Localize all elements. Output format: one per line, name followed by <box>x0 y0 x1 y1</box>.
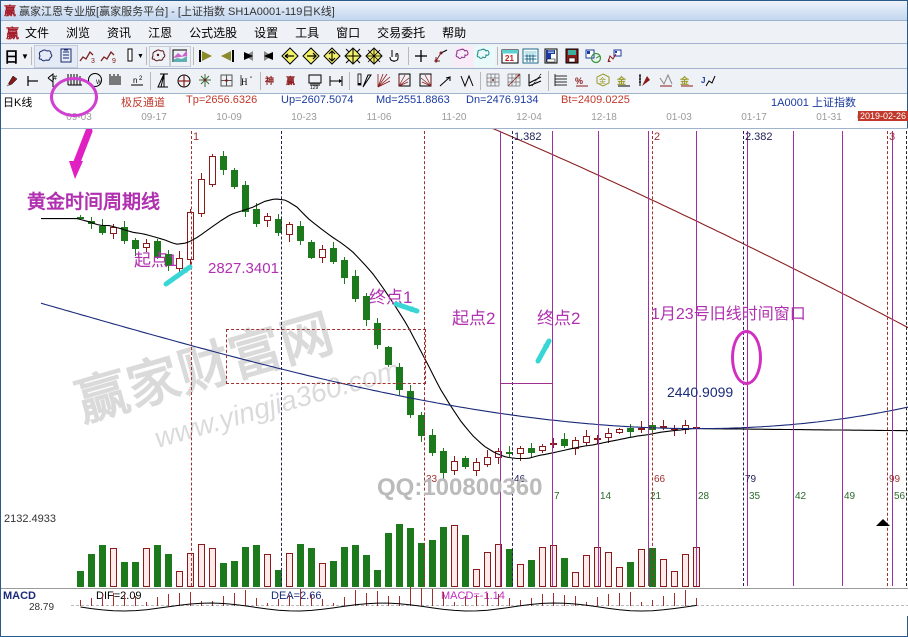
svg-text:赢: 赢 <box>286 75 295 86</box>
svg-text:金: 金 <box>616 75 627 86</box>
svg-text:神: 神 <box>265 75 274 86</box>
svg-text:n: n <box>133 76 137 85</box>
svg-text:#: # <box>53 75 57 82</box>
svg-text:": " <box>250 77 252 83</box>
svg-text:J: J <box>701 76 705 85</box>
svg-text:W: W <box>96 80 102 86</box>
svg-text:金: 金 <box>679 75 690 86</box>
svg-text:H: H <box>241 77 248 87</box>
svg-text:21: 21 <box>505 54 514 63</box>
svg-text:3: 3 <box>91 58 95 65</box>
svg-text:金: 金 <box>599 76 606 85</box>
svg-text:9: 9 <box>112 58 116 65</box>
svg-text:2: 2 <box>139 76 143 82</box>
svg-text:129: 129 <box>310 85 319 90</box>
svg-text:%: % <box>575 76 583 86</box>
